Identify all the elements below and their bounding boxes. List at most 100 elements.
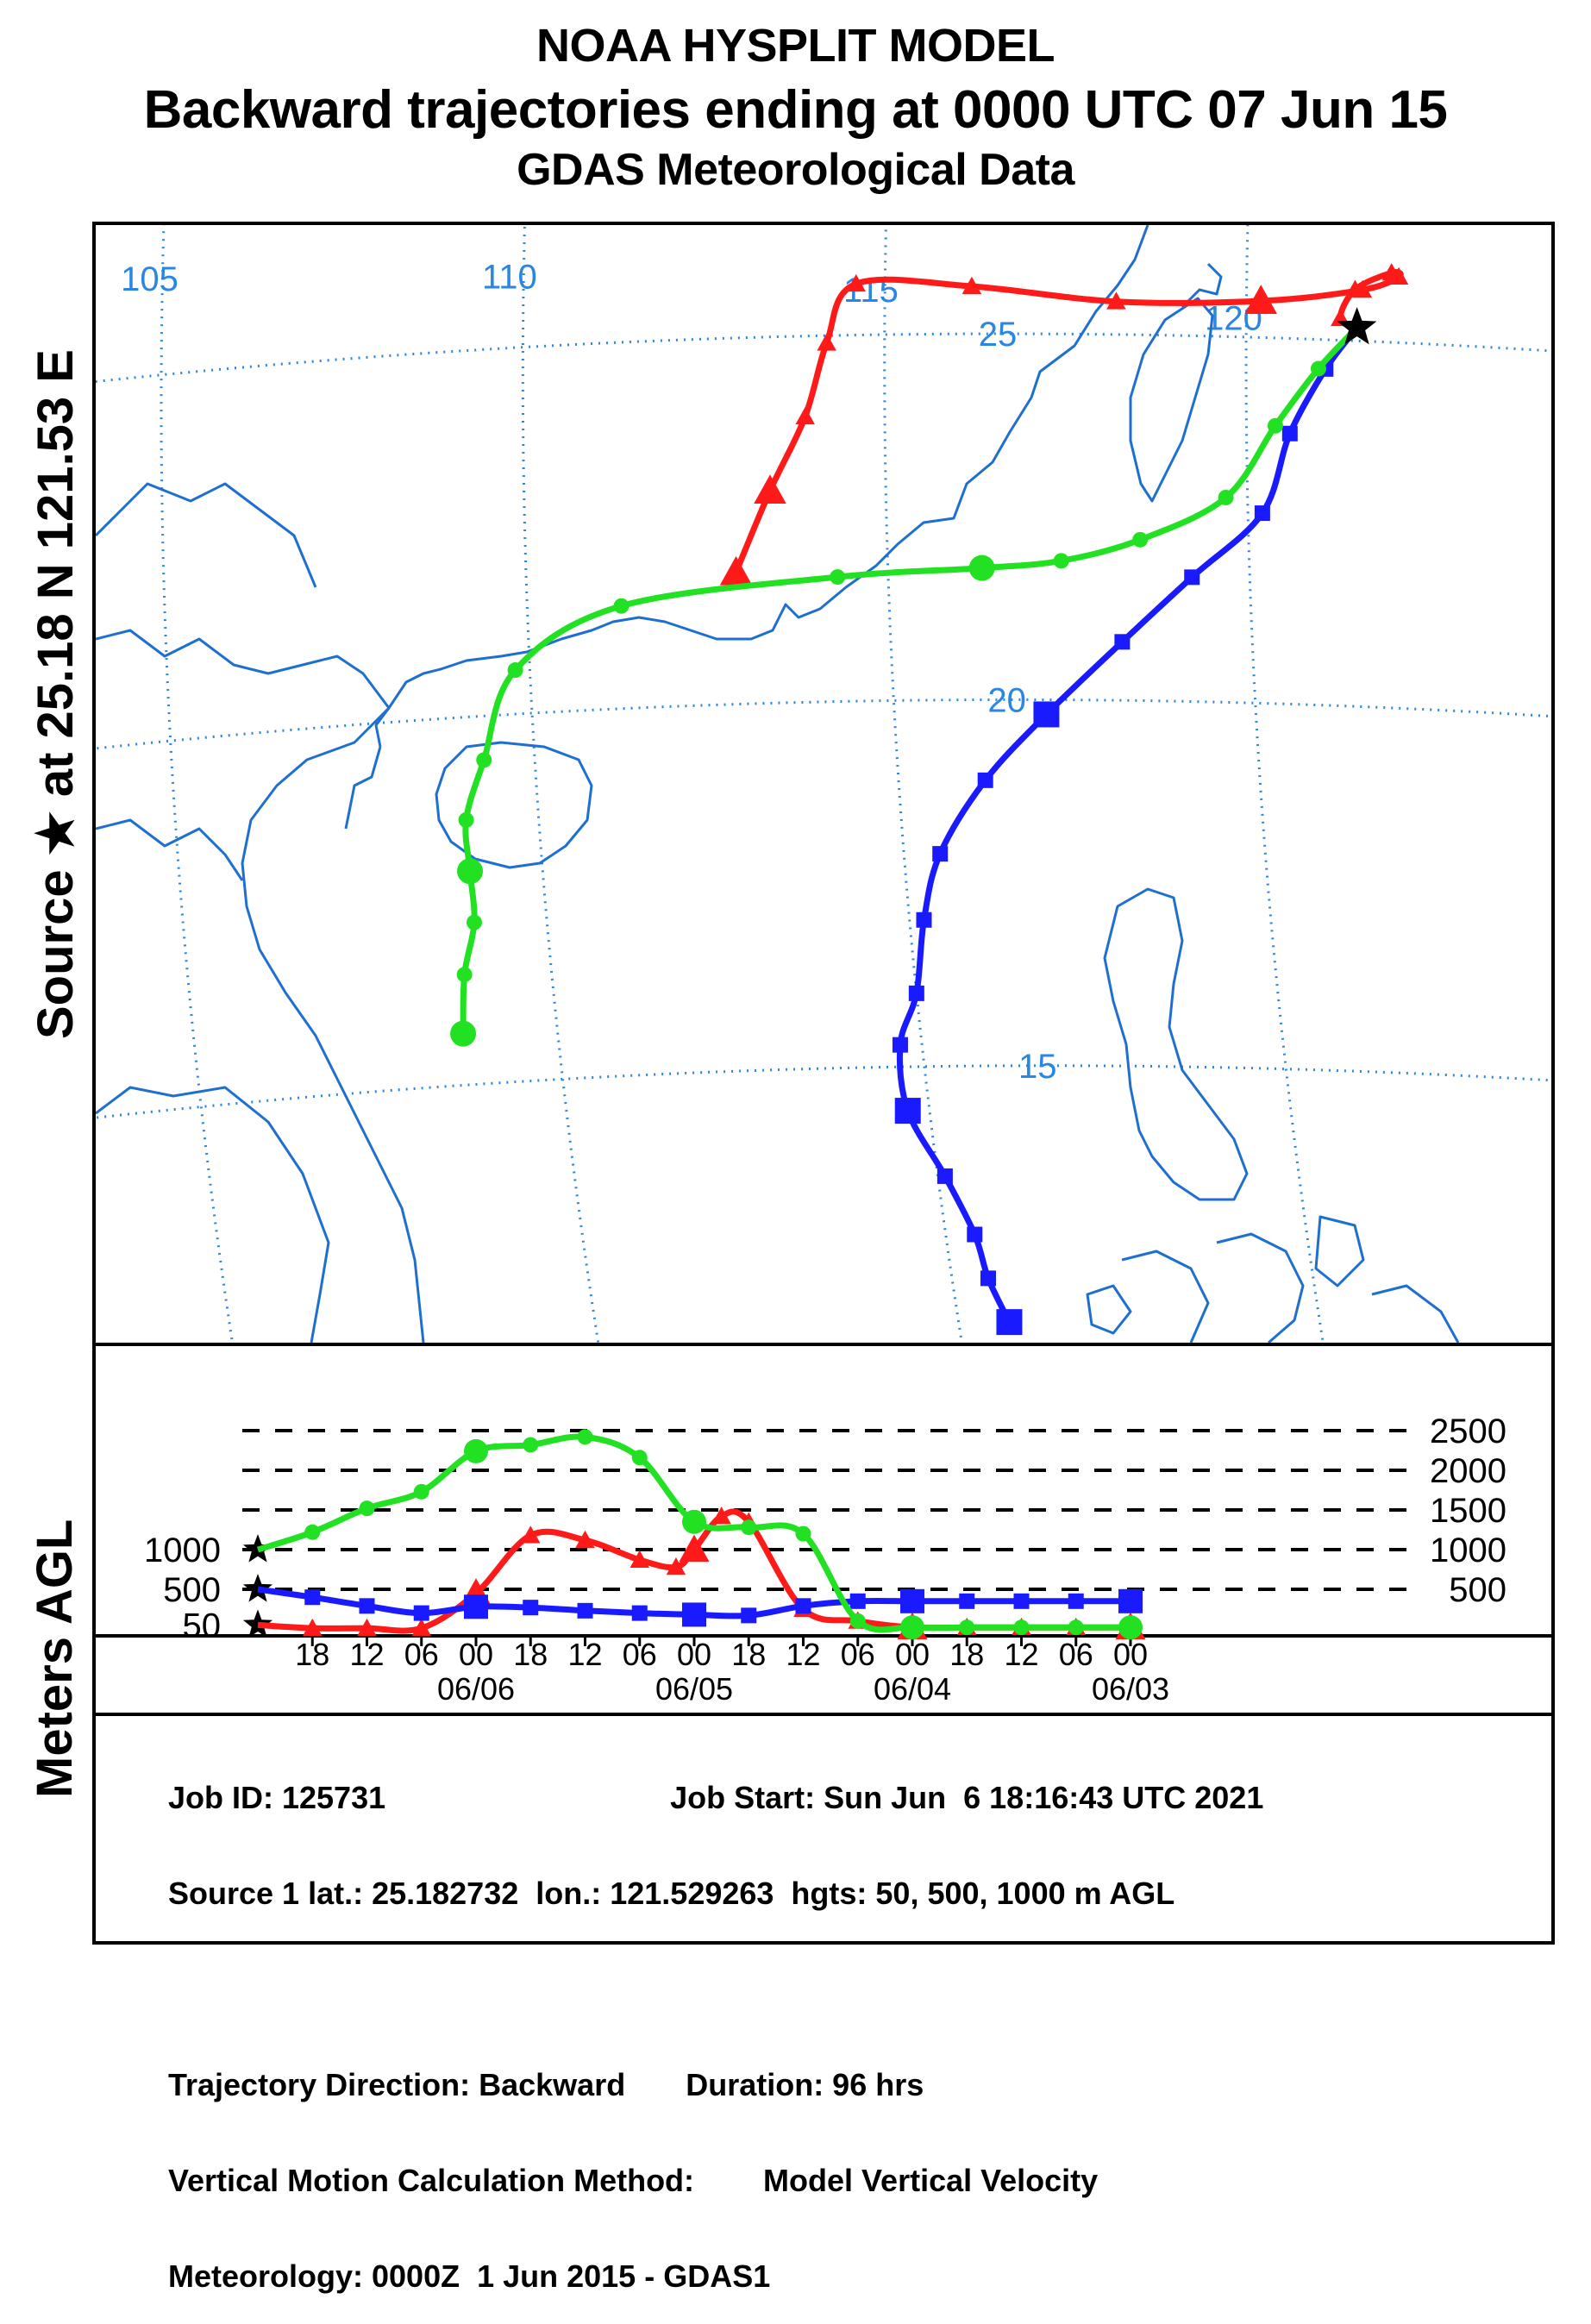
x-tick-label: 18 (949, 1637, 984, 1672)
blue-map-point (996, 1309, 1023, 1336)
small-island (1086, 1284, 1132, 1335)
green-height-point (959, 1619, 975, 1636)
x-tick-label: 00 (677, 1637, 711, 1672)
lat-label-15: 15 (1018, 1048, 1057, 1086)
green-map-point (450, 1020, 477, 1047)
green-map-point (1267, 417, 1283, 434)
map-panel-divider (92, 1343, 1555, 1346)
green-map-point (1132, 531, 1149, 548)
green-height-point (1013, 1619, 1030, 1636)
parallel-15 (96, 1064, 1551, 1119)
lon-label-105: 105 (121, 260, 179, 298)
x-tick-label: 18 (731, 1637, 766, 1672)
blue-height-point (741, 1607, 757, 1624)
blue-map-point (1114, 634, 1131, 650)
red-height-point (575, 1530, 595, 1548)
blue-map-point (1281, 425, 1298, 442)
green-height-point (849, 1613, 866, 1629)
x-tick-label: 06 (623, 1637, 657, 1672)
red-map-point (754, 474, 786, 504)
china-coast-inlets (1181, 262, 1223, 309)
taiwan-island (1129, 297, 1214, 503)
red-map-point (719, 555, 753, 586)
red-height-point (630, 1550, 649, 1568)
x-tick-label: 12 (786, 1637, 820, 1672)
green-height-point (631, 1450, 648, 1466)
lon-label-110: 110 (482, 259, 537, 297)
height-y-axis-label: Meters AGL (27, 1519, 83, 1798)
source-star (1337, 307, 1377, 345)
green-map-point (1053, 553, 1069, 569)
green-map-point (1310, 360, 1326, 377)
green-map-point (507, 662, 523, 679)
map-y-axis-label: Source ★ at 25.18 N 121.53 E (28, 349, 84, 1039)
blue-height-point (900, 1588, 924, 1613)
green-height-point (359, 1500, 375, 1517)
blue-height-point (1118, 1588, 1143, 1613)
red-map-point (1244, 285, 1277, 314)
info-panel-divider (92, 1713, 1555, 1716)
blue-height-point (304, 1589, 321, 1606)
green-map-point (457, 858, 484, 885)
x-tick-label: 06 (1059, 1637, 1093, 1672)
job-start: Job Start: Sun Jun 6 18:16:43 UTC 2021 (670, 1780, 1264, 1815)
green-map-point (830, 569, 846, 586)
blue-height-point (1068, 1593, 1084, 1609)
blue-height-point (849, 1593, 866, 1609)
blue-height-point (464, 1594, 488, 1619)
green-height-point (413, 1483, 429, 1500)
blue-height-point (359, 1598, 375, 1614)
x-tick-label: 12 (567, 1637, 602, 1672)
red-map-point (961, 276, 982, 294)
chart-subtitle: Backward trajectories ending at 0000 UTC… (143, 80, 1448, 140)
blue-height-point (523, 1600, 539, 1616)
duration: Duration: 96 hrs (686, 2067, 924, 2102)
lat-label-20: 20 (987, 681, 1026, 719)
green-height-point (464, 1438, 488, 1463)
red-map-point (795, 406, 815, 425)
vertical-motion-value: Model Vertical Velocity (763, 2163, 1099, 2198)
blue-map-point (894, 1098, 921, 1124)
red-map-point (1352, 279, 1373, 298)
laos-border (96, 629, 391, 709)
blue-height-point (682, 1602, 706, 1627)
blue-height-point (413, 1605, 429, 1621)
source-location: Source 1 lat.: 25.182732 lon.: 121.52926… (168, 1876, 1175, 1911)
trajectory-direction: Trajectory Direction: Backward (168, 2067, 626, 2102)
x-tick-label: 06 (841, 1637, 875, 1672)
trajectory-map: 105110115120125152025 (96, 225, 1551, 1343)
red-height-point (666, 1557, 686, 1575)
philippine-islands (1121, 1215, 1460, 1343)
blue-height-point (795, 1598, 811, 1614)
meteorology: Meteorology: 0000Z 1 Jun 2015 - GDAS1 (168, 2258, 771, 2294)
green-map-point (476, 752, 492, 768)
blue-map-point (916, 911, 932, 928)
red-height-point (357, 1618, 377, 1637)
coastlines (96, 225, 1460, 1343)
blue-map-point (980, 1270, 996, 1287)
job-id: Job ID: 125731 (168, 1780, 386, 1815)
green-height-point (682, 1509, 706, 1534)
red-map-point (1388, 266, 1409, 285)
red-height-point (303, 1618, 323, 1637)
green-map-point (613, 598, 630, 614)
meridian-110 (521, 225, 600, 1343)
blue-map-point (936, 1168, 953, 1184)
date-label: 06/04 (874, 1671, 951, 1707)
data-source-title: GDAS Meteorological Data (517, 145, 1074, 195)
left-tick-label: 50 (183, 1607, 222, 1644)
blue-map-point (908, 985, 924, 1001)
blue-map-point (892, 1037, 908, 1053)
lat-label-25: 25 (979, 316, 1018, 354)
green-height-point (304, 1524, 321, 1540)
green-map-point (458, 811, 474, 828)
blue-map-trajectory (896, 325, 1360, 1324)
x-tick-label: 18 (295, 1637, 329, 1672)
blue-map-point (1033, 701, 1060, 728)
china-coast (374, 225, 1149, 748)
x-tick-label: 12 (349, 1637, 384, 1672)
blue-map-point (1184, 569, 1200, 586)
green-map-point (1218, 489, 1234, 505)
